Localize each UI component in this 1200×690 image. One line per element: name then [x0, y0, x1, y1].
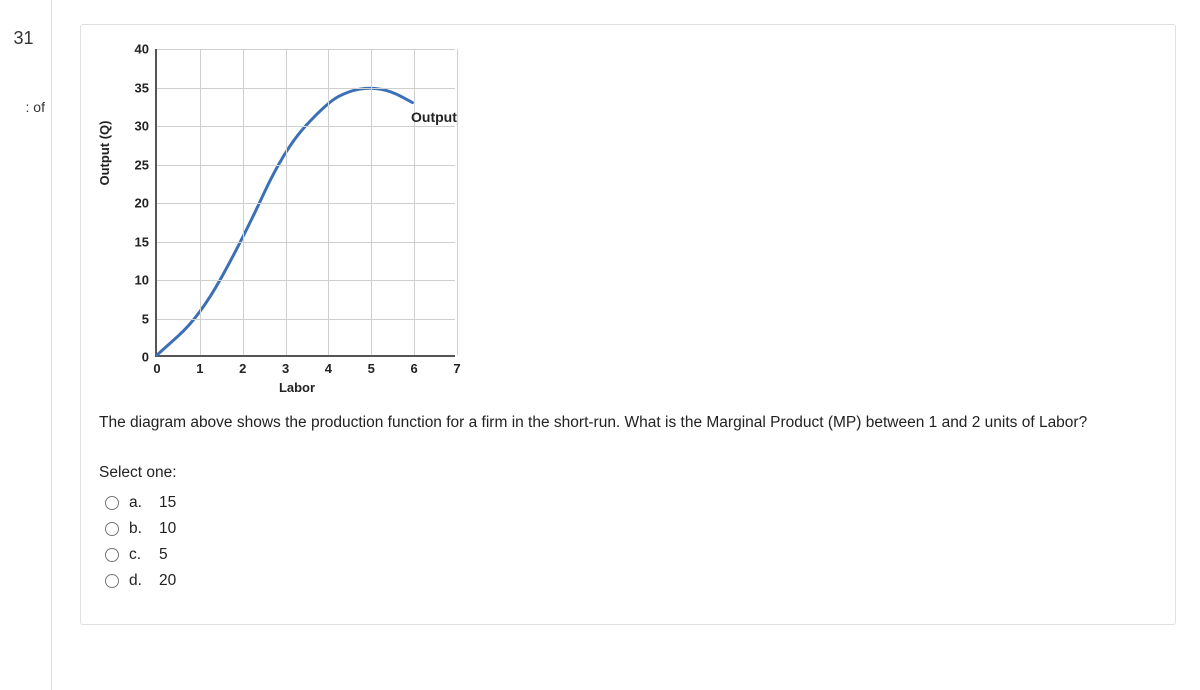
- gridline-horizontal: [157, 126, 455, 127]
- y-tick-label: 40: [109, 42, 149, 57]
- option-radio[interactable]: [105, 574, 119, 588]
- gridline-horizontal: [157, 203, 455, 204]
- y-tick-label: 25: [109, 157, 149, 172]
- option-radio[interactable]: [105, 496, 119, 510]
- production-chart: Output (Q) 012345670510152025303540 Outp…: [107, 43, 487, 393]
- option-value: 5: [159, 546, 168, 564]
- question-card: Output (Q) 012345670510152025303540 Outp…: [80, 24, 1176, 625]
- option-value: 15: [159, 494, 176, 512]
- left-sidebar: 31 : of: [0, 0, 52, 690]
- option-value: 10: [159, 520, 176, 538]
- gridline-vertical: [200, 49, 201, 355]
- y-tick-label: 30: [109, 119, 149, 134]
- option-c[interactable]: c. 5: [105, 542, 1157, 568]
- x-tick-label: 5: [356, 361, 386, 376]
- gridline-vertical: [243, 49, 244, 355]
- gridline-horizontal: [157, 242, 455, 243]
- gridline-vertical: [328, 49, 329, 355]
- question-text: The diagram above shows the production f…: [99, 411, 1157, 434]
- plot-area: 012345670510152025303540: [155, 49, 455, 357]
- gridline-horizontal: [157, 165, 455, 166]
- x-tick-label: 6: [399, 361, 429, 376]
- x-tick-label: 3: [271, 361, 301, 376]
- page: 31 : of Output (Q) 012345670510152025303…: [0, 0, 1200, 690]
- option-letter: c.: [129, 546, 149, 564]
- gridline-vertical: [457, 49, 458, 355]
- of-label: : of: [0, 99, 51, 115]
- gridline-vertical: [286, 49, 287, 355]
- gridline-horizontal: [157, 280, 455, 281]
- option-radio[interactable]: [105, 548, 119, 562]
- main-content: Output (Q) 012345670510152025303540 Outp…: [52, 0, 1200, 690]
- output-curve: [157, 49, 455, 355]
- x-axis-label: Labor: [279, 380, 315, 395]
- y-tick-label: 20: [109, 196, 149, 211]
- option-value: 20: [159, 572, 176, 590]
- y-tick-label: 0: [109, 350, 149, 365]
- y-tick-label: 15: [109, 234, 149, 249]
- options-list: a. 15 b. 10 c. 5 d. 20: [99, 490, 1157, 594]
- option-letter: b.: [129, 520, 149, 538]
- x-tick-label: 2: [228, 361, 258, 376]
- x-tick-label: 1: [185, 361, 215, 376]
- question-number: 31: [0, 28, 51, 49]
- gridline-vertical: [371, 49, 372, 355]
- gridline-horizontal: [157, 88, 455, 89]
- option-b[interactable]: b. 10: [105, 516, 1157, 542]
- option-letter: d.: [129, 572, 149, 590]
- option-a[interactable]: a. 15: [105, 490, 1157, 516]
- x-tick-label: 7: [442, 361, 472, 376]
- gridline-horizontal: [157, 319, 455, 320]
- x-tick-label: 4: [313, 361, 343, 376]
- select-one-label: Select one:: [99, 464, 1157, 482]
- option-d[interactable]: d. 20: [105, 568, 1157, 594]
- option-radio[interactable]: [105, 522, 119, 536]
- gridline-horizontal: [157, 49, 455, 50]
- series-label: Output: [411, 109, 457, 125]
- gridline-vertical: [414, 49, 415, 355]
- y-tick-label: 10: [109, 273, 149, 288]
- y-tick-label: 5: [109, 311, 149, 326]
- option-letter: a.: [129, 494, 149, 512]
- y-tick-label: 35: [109, 80, 149, 95]
